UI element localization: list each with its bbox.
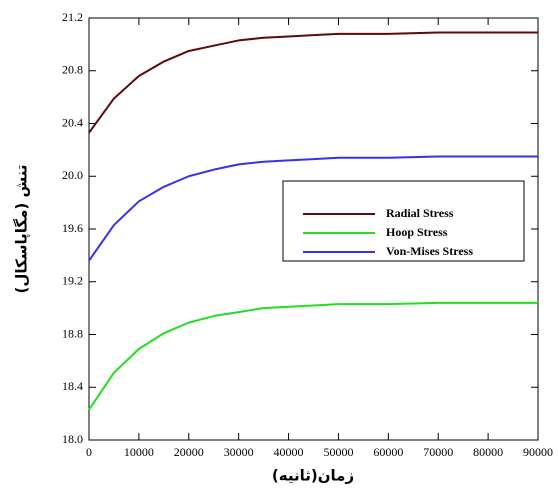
x-tick-label: 70000 [423,445,453,459]
series-line [88,31,538,134]
y-tick-label: 21.2 [62,10,83,24]
y-tick-label: 20.0 [62,168,83,182]
x-tick-label: 50000 [323,445,353,459]
legend-label: Von-Mises Stress [386,244,473,258]
y-axis-label: تنش (مگاپاسکال) [13,165,32,294]
y-tick-label: 18.8 [62,326,83,340]
y-tick-label: 20.4 [62,115,83,129]
y-tick-label: 19.6 [62,221,83,235]
x-axis-label: زمان(ثانیه) [272,467,354,485]
x-tick-label: 80000 [473,445,503,459]
legend-label: Radial Stress [386,206,454,220]
y-tick-label: 20.8 [62,63,83,77]
x-tick-label: 30000 [224,445,254,459]
y-tick-label: 18.4 [62,379,83,393]
series-line [88,301,538,411]
x-tick-label: 0 [86,445,92,459]
y-tick-label: 19.2 [62,274,83,288]
x-tick-label: 20000 [174,445,204,459]
legend-label: Hoop Stress [386,225,448,239]
y-tick-label: 18.0 [62,432,83,446]
x-tick-label: 10000 [124,445,154,459]
series-line [88,155,538,262]
x-tick-label: 40000 [274,445,304,459]
x-tick-label: 90000 [523,445,553,459]
x-tick-label: 60000 [373,445,403,459]
legend-box [282,180,525,262]
